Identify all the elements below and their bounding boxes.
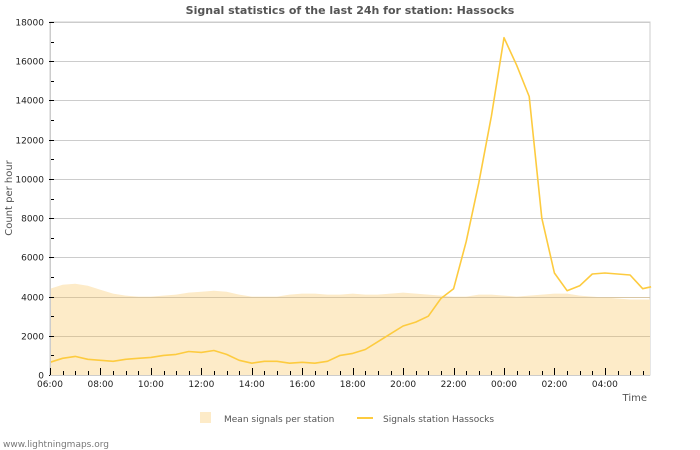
- x-axis-label: Time: [622, 393, 647, 404]
- x-tick-label: 04:00: [592, 380, 618, 390]
- x-tick-label: 14:00: [239, 380, 265, 390]
- chart-title: Signal statistics of the last 24h for st…: [186, 4, 515, 17]
- hassocks-signals-line: [49, 36, 652, 365]
- y-tick-label: 6000: [21, 254, 44, 264]
- y-tick-label: 12000: [15, 137, 44, 147]
- y-tick-label: 14000: [15, 97, 44, 107]
- legend-label-hassocks: Signals station Hassocks: [383, 415, 494, 425]
- y-tick-label: 10000: [15, 176, 44, 186]
- y-tick-label: 16000: [15, 58, 44, 68]
- credit-link[interactable]: www.lightningmaps.org: [3, 440, 109, 450]
- x-tick-label: 02:00: [541, 380, 567, 390]
- x-axis: 06:00 08:00 10:00 12:00 14:00 16:00 18:00 20:00…: [37, 368, 650, 390]
- x-tick-label: 06:00: [37, 380, 63, 390]
- y-tick-label: 8000: [21, 215, 44, 225]
- x-tick-label: 18:00: [340, 380, 366, 390]
- x-tick-label: 08:00: [87, 380, 113, 390]
- y-tick-label: 2000: [21, 333, 44, 343]
- legend-label-mean: Mean signals per station: [224, 415, 334, 425]
- x-tick-label: 12:00: [188, 380, 214, 390]
- x-tick-label: 20:00: [390, 380, 416, 390]
- x-tick-label: 10:00: [138, 380, 164, 390]
- y-tick-label: 0: [38, 372, 44, 382]
- legend-swatch-mean: [200, 412, 211, 423]
- y-tick-label: 18000: [15, 19, 44, 29]
- y-axis-label: Count per hour: [4, 159, 15, 235]
- x-tick-label: 22:00: [441, 380, 467, 390]
- y-axis: 0 2000 4000 6000 8000 10000 12000 14000 16000 180…: [15, 19, 54, 382]
- y-tick-label: 4000: [21, 294, 44, 304]
- x-tick-label: 16:00: [289, 380, 315, 390]
- x-tick-label: 00:00: [491, 380, 517, 390]
- legend: Mean signals per station Signals station…: [200, 412, 494, 425]
- plot-area: [49, 21, 652, 376]
